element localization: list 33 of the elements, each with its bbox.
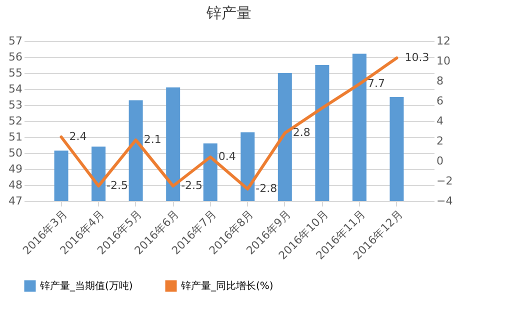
y2-tick-label: −4: [436, 194, 453, 208]
y2-tick-label: 2: [436, 134, 444, 148]
y-tick-label: 47: [8, 194, 22, 208]
data-label: 2.1: [144, 133, 162, 146]
y-tick-label: 49: [8, 162, 22, 176]
legend-label: 锌产量_当期值(万吨): [39, 280, 133, 292]
data-label: 2.8: [292, 126, 310, 139]
y-tick-label: 50: [8, 146, 22, 160]
y2-tick-label: 12: [436, 34, 450, 48]
data-label: 0.4: [218, 150, 236, 163]
y-tick-label: 55: [8, 66, 22, 80]
line-series: [60, 56, 398, 190]
data-label: 2.4: [69, 130, 87, 143]
data-label: -2.5: [181, 179, 203, 192]
y-tick-label: 48: [8, 178, 22, 192]
data-label: 7.7: [367, 77, 385, 90]
y2-tick-label: 6: [436, 94, 444, 108]
y2-tick-label: 8: [436, 74, 444, 88]
y2-tick-label: 0: [436, 154, 444, 168]
y2-tick-label: −2: [436, 174, 453, 188]
y-tick-label: 53: [8, 98, 22, 112]
legend-label: 锌产量_同比增长(%): [180, 280, 274, 292]
data-label: -2.5: [106, 179, 128, 192]
data-label: 10.3: [404, 51, 430, 64]
y-tick-label: 51: [8, 130, 22, 144]
y-tick-label: 57: [8, 34, 22, 48]
chart-title: 锌产量: [206, 4, 252, 22]
y-tick-label: 56: [8, 50, 22, 64]
y2-tick-label: 4: [436, 114, 444, 128]
y-tick-label: 54: [8, 82, 22, 96]
data-label: -2.8: [256, 182, 278, 195]
y-tick-label: 52: [8, 114, 22, 128]
y2-tick-label: 10: [436, 54, 450, 68]
